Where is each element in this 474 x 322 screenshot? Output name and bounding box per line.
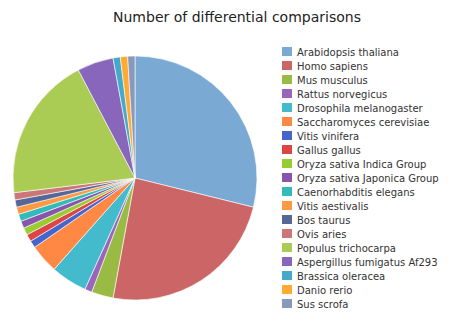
legend-swatch [282,145,292,154]
legend-swatch [282,187,292,196]
legend-label: Ovis aries [297,229,346,240]
legend-label: Oryza sativa Indica Group [297,159,426,170]
legend-label: Bos taurus [297,215,350,226]
legend-label: Sus scrofa [297,299,348,310]
legend-label: Vitis vinifera [297,131,359,142]
legend-label: Oryza sativa Japonica Group [297,173,439,184]
legend-label: Aspergillus fumigatus Af293 [297,257,438,268]
pie [13,56,257,300]
legend-label: Saccharomyces cerevisiae [297,117,429,128]
legend-swatch [282,257,292,266]
legend-swatch [282,173,292,182]
legend-swatch [282,103,292,112]
legend-swatch [282,299,292,308]
legend-swatch [282,285,292,294]
legend-swatch [282,75,292,84]
legend-swatch [282,243,292,252]
legend-swatch [282,61,292,70]
legend-label: Gallus gallus [297,145,361,156]
legend-swatch [282,47,292,56]
legend-swatch [282,159,292,168]
legend-swatch [282,215,292,224]
chart-title: Number of differential comparisons [113,9,361,25]
legend-label: Rattus norvegicus [297,89,387,100]
legend-swatch [282,271,292,280]
legend-label: Vitis aestivalis [297,201,369,212]
legend-label: Danio rerio [297,285,352,296]
legend-label: Populus trichocarpa [297,243,396,254]
legend-label: Arabidopsis thaliana [297,47,399,58]
legend-swatch [282,131,292,140]
chart-container: Number of differential comparisons Arabid… [0,0,474,322]
pie-slice [113,178,253,300]
legend-swatch [282,89,292,98]
legend-label: Homo sapiens [297,61,368,72]
pie-slice [113,57,135,178]
legend-swatch [282,117,292,126]
legend-label: Brassica oleracea [297,271,385,282]
pie-slice [128,56,135,178]
legend-label: Caenorhabditis elegans [297,187,415,198]
legend-label: Mus musculus [297,75,368,86]
legend-swatch [282,229,292,238]
pie-slice [120,56,135,178]
legend: Arabidopsis thaliana Homo sapiens Mus musc… [282,47,439,310]
legend-swatch [282,201,292,210]
legend-label: Drosophila melanogaster [297,103,424,114]
chart-svg: Number of differential comparisons Arabid… [0,0,474,322]
